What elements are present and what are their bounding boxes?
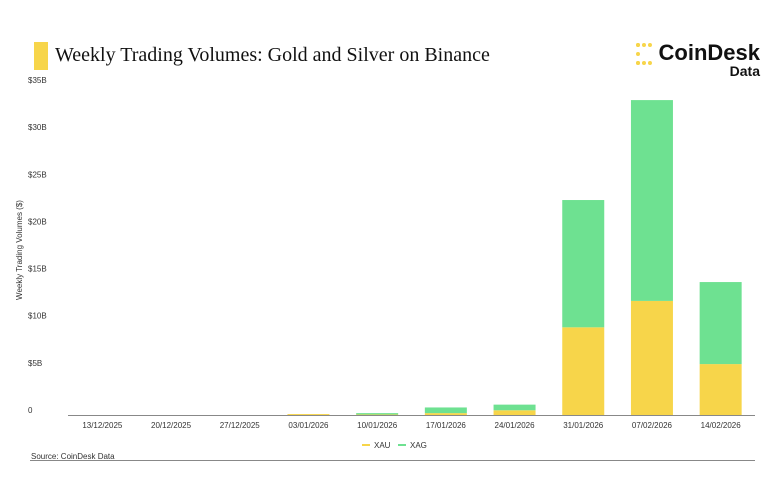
bar-xau: [356, 414, 399, 416]
legend-label: XAG: [410, 441, 427, 450]
y-tick-label: $35B: [28, 76, 47, 85]
source-note: Source: CoinDesk Data: [31, 452, 115, 461]
y-tick-label: $25B: [28, 170, 47, 179]
y-tick-label: $10B: [28, 312, 47, 321]
x-tick-label: 24/01/2026: [495, 421, 536, 430]
logo-brand: CoinDesk: [658, 40, 760, 65]
chart-title: Weekly Trading Volumes: Gold and Silver …: [55, 44, 490, 66]
y-axis-label: Weekly Trading Volumes ($): [15, 200, 24, 300]
bar-xag: [699, 282, 742, 365]
y-tick-label: $5B: [28, 359, 42, 368]
bar-xag: [562, 200, 605, 328]
bar-xau: [287, 414, 330, 415]
y-tick-label: 0: [28, 406, 33, 415]
y-tick-label: $30B: [28, 123, 47, 132]
logo-sub: Data: [729, 63, 760, 79]
coindesk-logo: CoinDesk Data: [636, 40, 760, 79]
x-tick-label: 14/02/2026: [701, 421, 742, 430]
bar-xau: [562, 327, 605, 415]
bar-xau: [699, 364, 742, 415]
x-tick-label: 03/01/2026: [288, 421, 329, 430]
x-tick-label: 31/01/2026: [563, 421, 604, 430]
x-tick-label: 10/01/2026: [357, 421, 398, 430]
title-accent-bar: [34, 42, 48, 70]
bar-xau: [630, 300, 673, 415]
bar-xag: [356, 413, 399, 415]
divider: [30, 460, 755, 461]
bar-xau: [424, 413, 467, 415]
bar-xag: [630, 100, 673, 301]
y-tick-label: $15B: [28, 265, 47, 274]
legend-label: XAU: [374, 441, 391, 450]
x-tick-label: 07/02/2026: [632, 421, 673, 430]
y-tick-label: $20B: [28, 217, 47, 226]
logo-mark-icon: [636, 43, 652, 65]
bar-xag: [493, 404, 536, 411]
bar-xau: [493, 410, 536, 415]
x-tick-label: 17/01/2026: [426, 421, 467, 430]
x-tick-label: 27/12/2025: [220, 421, 261, 430]
x-tick-label: 13/12/2025: [82, 421, 123, 430]
bar-xag: [424, 407, 467, 414]
x-tick-label: 20/12/2025: [151, 421, 192, 430]
